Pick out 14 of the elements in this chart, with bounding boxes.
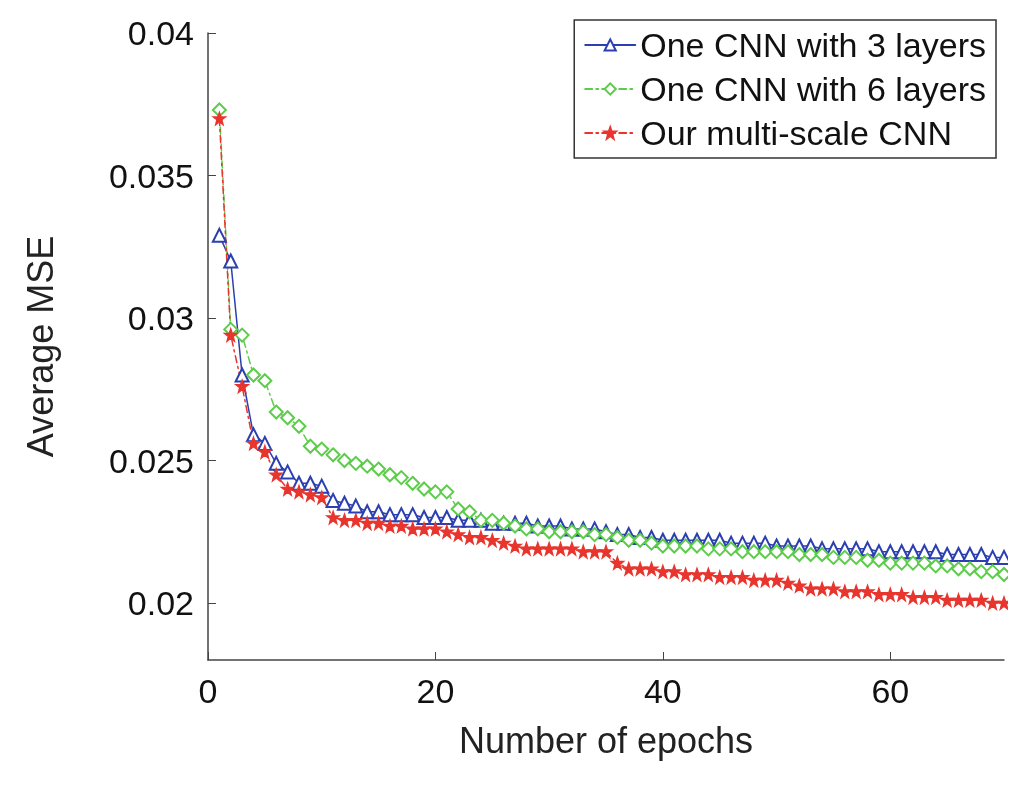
y-tick-label: 0.03 bbox=[127, 299, 194, 337]
legend-label: One CNN with 3 layers bbox=[640, 26, 986, 64]
y-tick-label: 0.02 bbox=[127, 584, 194, 622]
x-tick-label: 20 bbox=[416, 672, 455, 710]
x-axis-title: Number of epochs bbox=[458, 719, 754, 761]
y-axis-title: Average MSE bbox=[19, 235, 61, 458]
y-tick-label: 0.035 bbox=[108, 156, 194, 195]
y-tick-label: 0.04 bbox=[127, 14, 194, 52]
y-tick-label: 0.025 bbox=[108, 441, 194, 480]
x-tick-label: 40 bbox=[643, 672, 682, 710]
x-tick-label: 0 bbox=[198, 672, 218, 710]
legend-label: Our multi-scale CNN bbox=[640, 114, 952, 152]
x-tick-label: 60 bbox=[871, 672, 910, 710]
legend-label: One CNN with 6 layers bbox=[640, 70, 986, 108]
